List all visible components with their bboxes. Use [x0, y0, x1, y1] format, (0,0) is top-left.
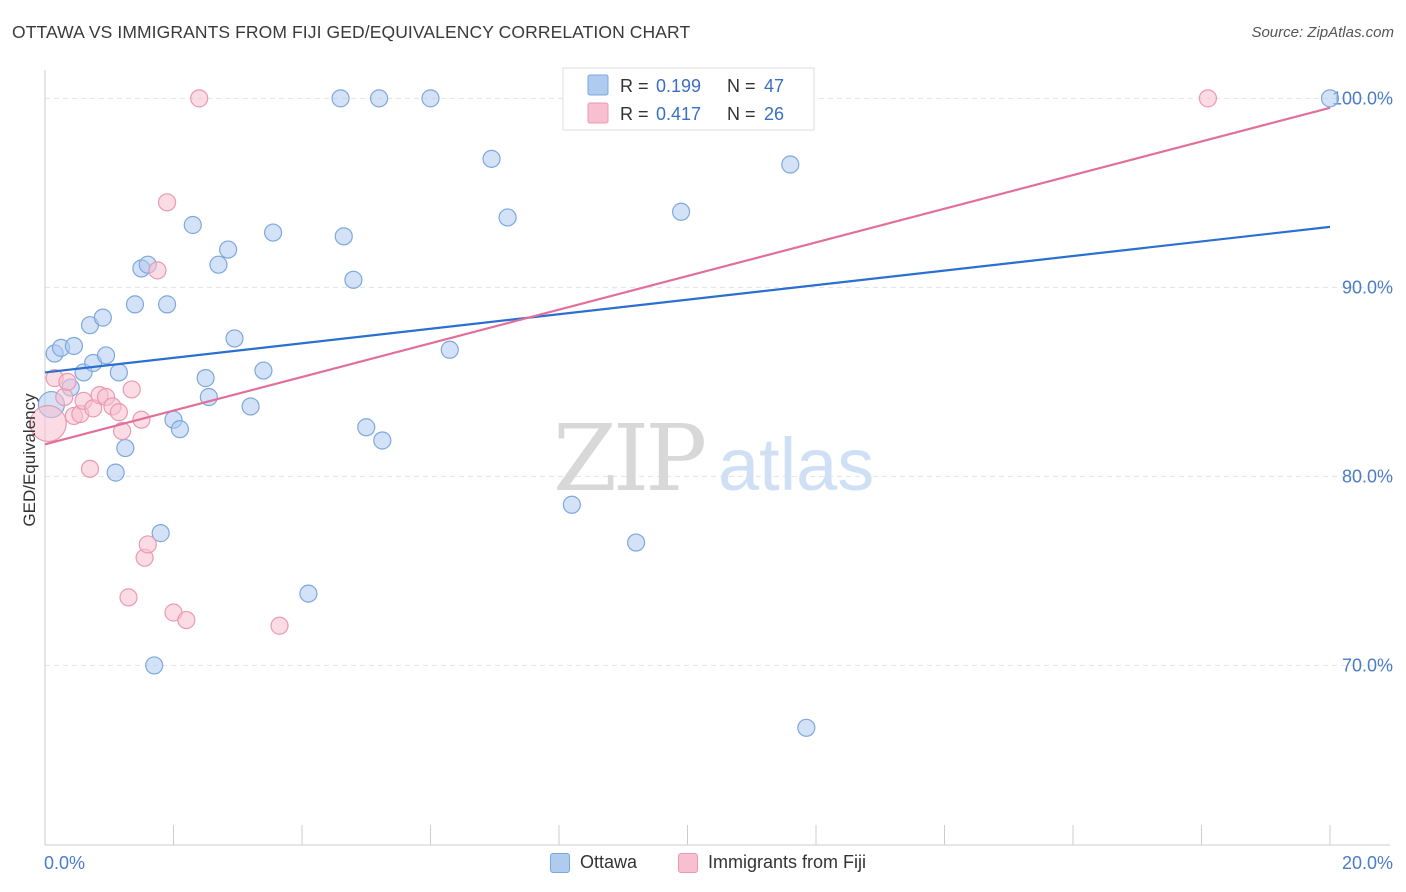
fiji-point-19 — [148, 261, 167, 280]
y-tick-label-1: 80.0% — [1342, 466, 1393, 486]
x-tick-label-1: 20.0% — [1342, 853, 1393, 873]
fiji-point-3 — [58, 372, 77, 391]
legend-n-label-2: N = — [727, 104, 756, 124]
ottawa-point-35 — [370, 89, 389, 108]
ottawa-point-26 — [225, 329, 244, 348]
ottawa-point-12 — [106, 463, 125, 482]
ottawa-point-38 — [440, 340, 459, 359]
ottawa-point-45 — [797, 718, 816, 737]
ottawa-point-10 — [109, 363, 128, 382]
ottawa-trend-line — [44, 225, 1331, 374]
legend-r-value-1: 0.199 — [656, 76, 701, 96]
legend-swatch-fiji — [587, 102, 609, 124]
legend-r-label-1: R = — [620, 76, 649, 96]
watermark-zip: ZIP — [553, 405, 704, 512]
legend-swatch-ottawa — [587, 74, 609, 96]
y-tick-label-2: 90.0% — [1342, 277, 1393, 297]
ottawa-point-37 — [421, 89, 440, 108]
grid-lines — [45, 97, 1390, 666]
ottawa-point-13 — [125, 295, 145, 314]
legend-n-value-1: 47 — [764, 76, 784, 96]
fiji-point-0 — [29, 404, 67, 443]
ottawa-point-42 — [626, 533, 646, 552]
fiji-trend-line — [44, 106, 1331, 446]
ottawa-point-21 — [183, 215, 202, 235]
ottawa-point-46 — [1320, 89, 1340, 108]
legend-item-fiji: Immigrants from Fiji — [678, 852, 866, 873]
ottawa-point-11 — [116, 438, 135, 458]
ottawa-point-27 — [241, 397, 260, 416]
legend-label-ottawa: Ottawa — [580, 852, 638, 872]
ottawa-point-30 — [299, 584, 318, 603]
ottawa-point-16 — [145, 656, 164, 675]
ottawa-point-33 — [344, 270, 363, 289]
fiji-point-7 — [80, 459, 100, 478]
ottawa-point-34 — [357, 418, 376, 437]
watermark-atlas: atlas — [718, 423, 874, 506]
ottawa-point-29 — [263, 223, 283, 242]
legend-r-label-2: R = — [620, 104, 649, 124]
ottawa-point-20 — [170, 420, 190, 439]
fiji-point-24 — [270, 616, 289, 635]
source-credit: Source: ZipAtlas.com — [1251, 24, 1394, 41]
y-tick-label-0: 70.0% — [1342, 655, 1393, 675]
legend-r-value-2: 0.417 — [656, 104, 701, 124]
x-tick-label-0: 0.0% — [44, 853, 85, 873]
tick-labels: 70.0% 80.0% 90.0% 100.0% 0.0% 20.0% — [44, 88, 1393, 873]
ottawa-point-3 — [64, 336, 84, 356]
legend-item-ottawa: Ottawa — [550, 852, 637, 873]
y-axis-label: GED/Equivalency — [20, 393, 39, 527]
series-legend: Ottawa Immigrants from Fiji — [0, 852, 1406, 878]
ottawa-point-44 — [781, 155, 800, 174]
fiji-point-2 — [55, 387, 74, 407]
correlation-legend: R = 0.199 N = 47 R = 0.417 N = 26 — [562, 67, 815, 131]
fiji-point-14 — [122, 380, 141, 399]
ottawa-point-17 — [151, 524, 170, 543]
fiji-point-13 — [112, 421, 132, 441]
ottawa-point-31 — [331, 89, 350, 108]
y-tick-label-3: 100.0% — [1332, 88, 1393, 108]
fiji-point-12 — [109, 403, 128, 422]
ottawa-point-25 — [219, 240, 238, 259]
legend-swatch-ottawa-bottom — [550, 852, 570, 873]
legend-swatch-fiji-bottom — [678, 852, 698, 873]
fiji-series — [29, 89, 1218, 635]
ottawa-point-43 — [671, 202, 691, 221]
legend-n-label-1: N = — [727, 76, 756, 96]
ottawa-point-28 — [254, 361, 273, 380]
ottawa-point-8 — [93, 308, 112, 327]
fiji-point-18 — [119, 588, 138, 607]
ottawa-point-41 — [562, 495, 581, 514]
legend-n-value-2: 26 — [764, 104, 784, 124]
legend-label-fiji: Immigrants from Fiji — [708, 852, 867, 872]
axes — [44, 70, 1390, 846]
ottawa-point-32 — [334, 227, 353, 246]
ottawa-point-22 — [196, 369, 215, 388]
ottawa-point-40 — [498, 208, 517, 227]
ottawa-point-9 — [96, 346, 116, 365]
ottawa-point-24 — [209, 255, 228, 274]
fiji-point-17 — [138, 535, 157, 554]
fiji-point-20 — [157, 193, 177, 212]
ottawa-point-18 — [157, 295, 177, 314]
fiji-point-23 — [190, 89, 209, 108]
watermark: ZIP atlas — [553, 405, 874, 512]
fiji-point-22 — [177, 610, 196, 630]
ottawa-point-39 — [482, 149, 501, 168]
chart-title: OTTAWA VS IMMIGRANTS FROM FIJI GED/EQUIV… — [12, 22, 691, 42]
ottawa-point-36 — [373, 431, 392, 450]
fiji-point-25 — [1198, 89, 1218, 108]
trend-lines — [44, 106, 1331, 446]
